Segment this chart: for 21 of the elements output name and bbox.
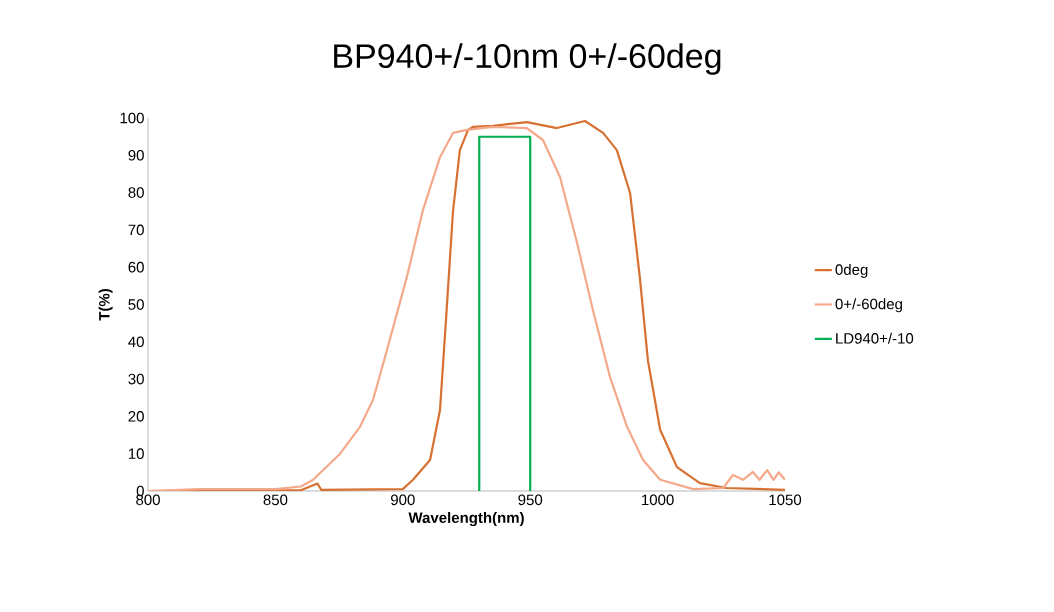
x-tick-label: 900	[391, 494, 415, 506]
y-tick-label: 100	[120, 112, 144, 124]
x-tick-label: 1050	[769, 494, 802, 506]
y-tick-label: 30	[128, 373, 144, 385]
x-tick-label: 850	[263, 494, 288, 506]
y-tick-label: 80	[128, 187, 144, 198]
x-tick-label: 1000	[642, 494, 674, 506]
y-tick-label: 40	[128, 336, 144, 348]
y-tick-label: 20	[128, 411, 144, 422]
y-tick-label: 50	[128, 299, 144, 310]
x-tick-label: 950	[518, 494, 543, 506]
legend-label: 0+/-60deg	[835, 298, 902, 313]
legend-label: 0deg	[835, 263, 868, 278]
y-tick-label: 10	[128, 448, 144, 459]
y-tick-label: 90	[128, 149, 144, 161]
y-axis-title: T(%)	[98, 288, 113, 321]
legend-label: LD940+/-10	[836, 332, 914, 344]
y-tick-label: 70	[128, 224, 144, 236]
chart-title: BP940+/-10nm 0+/-60deg	[334, 43, 721, 75]
x-axis-title: Wavelength(nm)	[408, 512, 524, 527]
y-tick-label: 60	[128, 261, 144, 273]
